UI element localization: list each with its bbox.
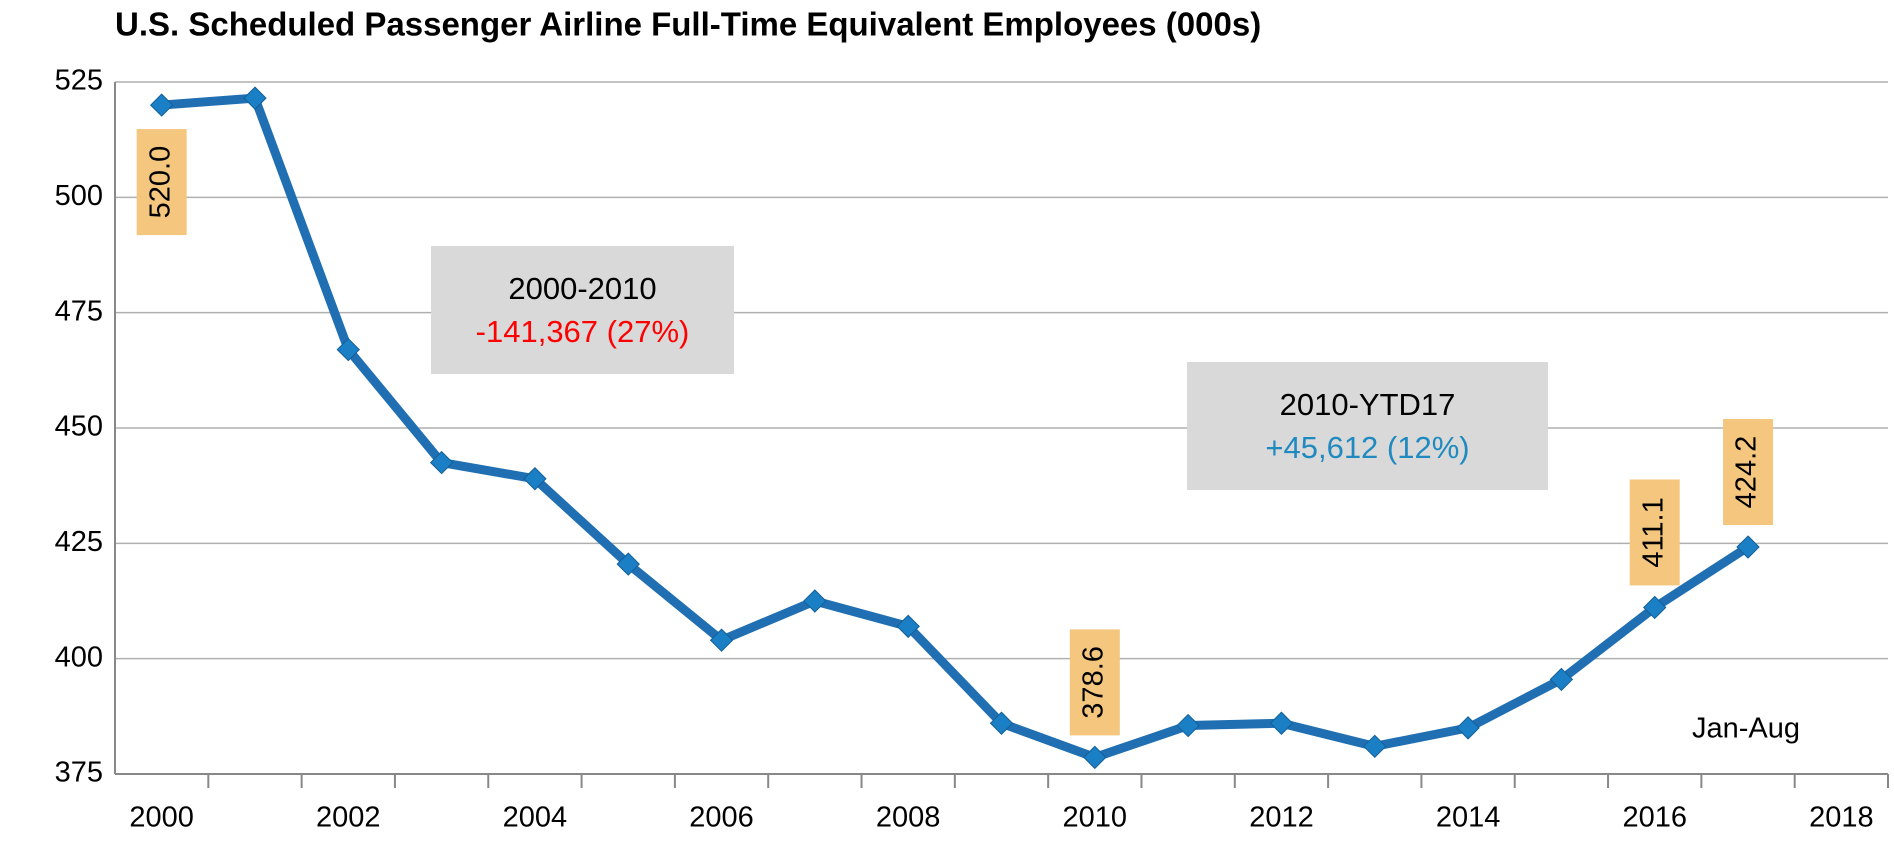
- value-label-bg: [1629, 479, 1680, 586]
- annotation-box: [1187, 362, 1548, 490]
- data-point: [429, 450, 454, 475]
- y-tick-label: 500: [55, 180, 103, 212]
- x-tick-label: 2008: [876, 802, 941, 834]
- data-line: [161, 93, 1751, 762]
- data-point: [1549, 667, 1574, 692]
- x-tick-label: 2012: [1249, 802, 1314, 834]
- x-tick-label: 2006: [689, 802, 754, 834]
- data-point: [1176, 713, 1200, 738]
- y-tick-label: 400: [55, 641, 103, 673]
- data-point: [243, 86, 267, 110]
- annotation-text: +45,612 (12%): [1265, 430, 1469, 465]
- data-point: [1269, 711, 1294, 735]
- y-tick-label: 525: [55, 65, 103, 97]
- y-tick-label: 450: [55, 411, 103, 443]
- data-point: [896, 614, 920, 639]
- x-tick-label: 2004: [503, 802, 568, 834]
- annotation-note: Jan-Aug: [1692, 713, 1800, 745]
- y-tick-label: 375: [55, 757, 103, 789]
- data-point: [1363, 734, 1387, 759]
- data-point: [149, 93, 174, 117]
- annotation-title: 2010-YTD17: [1280, 387, 1456, 422]
- value-label-group: 378.6: [1069, 629, 1120, 736]
- data-point: [1083, 745, 1107, 770]
- data-point: [523, 467, 547, 491]
- data-point: [1643, 595, 1667, 620]
- data-point: [336, 337, 360, 362]
- chart-title: U.S. Scheduled Passenger Airline Full-Ti…: [115, 6, 1261, 43]
- value-label-bg: [136, 129, 187, 236]
- x-tick-label: 2000: [129, 802, 194, 834]
- value-label-bg: [1069, 629, 1120, 736]
- value-label: 424.2: [1731, 436, 1763, 509]
- data-point: [989, 711, 1014, 735]
- value-label-group: 424.2: [1723, 419, 1774, 526]
- value-label-group: 411.1: [1629, 479, 1680, 586]
- x-tick-label: 2002: [316, 802, 381, 834]
- value-label: 411.1: [1637, 497, 1669, 567]
- x-tick-label: 2014: [1436, 802, 1501, 834]
- x-tick-label: 2018: [1809, 802, 1874, 834]
- annotation-title: 2000-2010: [508, 271, 656, 306]
- annotation-box: [431, 246, 734, 374]
- value-label-group: 520.0: [136, 129, 187, 236]
- data-point: [616, 552, 640, 576]
- value-label: 520.0: [144, 146, 176, 219]
- data-point: [1456, 716, 1480, 740]
- y-tick-label: 425: [55, 526, 103, 558]
- x-tick-label: 2010: [1063, 802, 1128, 834]
- annotation-text: -141,367 (27%): [476, 314, 690, 349]
- data-point: [709, 628, 734, 652]
- value-label: 378.6: [1077, 646, 1109, 719]
- y-tick-label: 475: [55, 295, 103, 327]
- data-point: [803, 589, 827, 613]
- value-label-bg: [1723, 419, 1774, 526]
- x-tick-label: 2016: [1622, 802, 1687, 834]
- data-point: [1736, 535, 1760, 559]
